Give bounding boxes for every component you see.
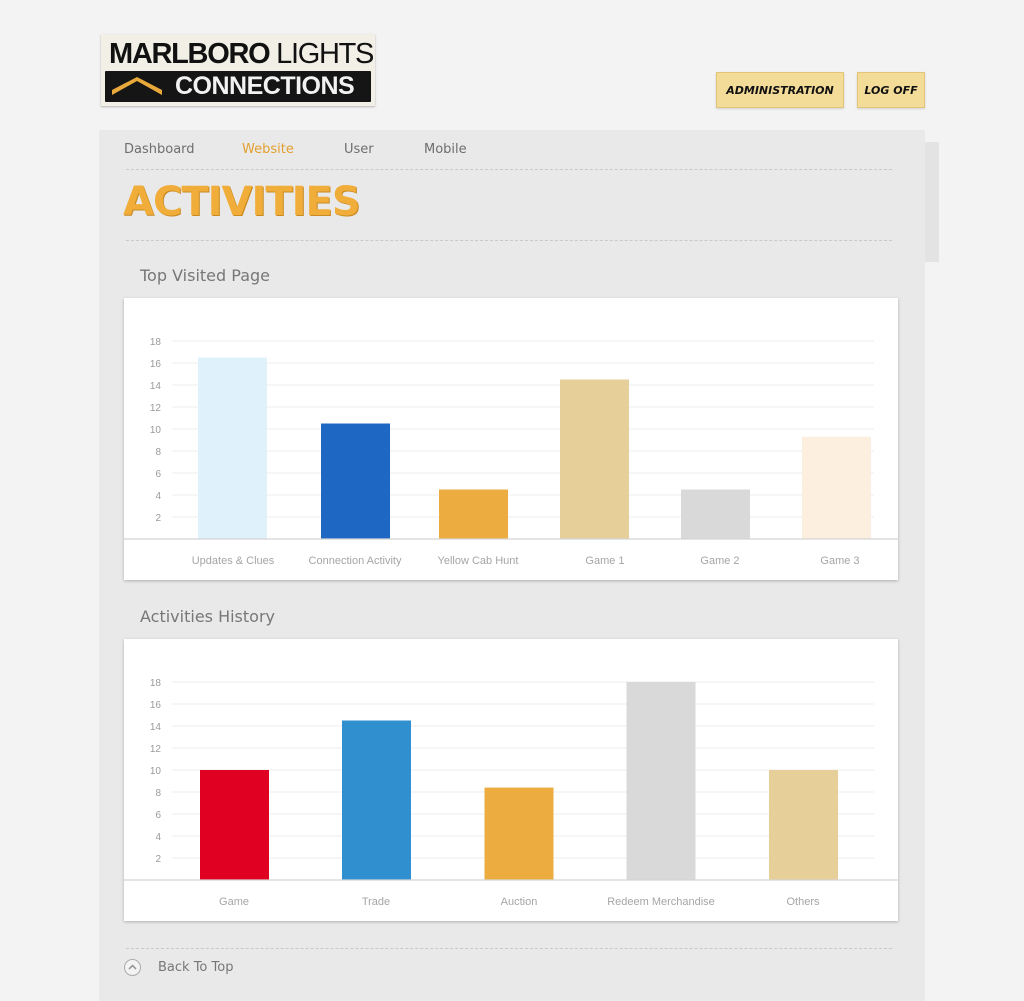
brand-logo: MARLBORO LIGHTS CONNECTIONS <box>101 34 375 106</box>
y-tick-label: 6 <box>155 469 161 480</box>
chart-bar <box>560 379 629 539</box>
nav-item-dashboard[interactable]: Dashboard <box>124 142 195 157</box>
top-visited-chart: 2 4 6 8 10 12 14 16 18 Updates & Clues Connection … <box>124 298 898 580</box>
nav-item-user[interactable]: User <box>344 142 374 157</box>
x-tick-label: Updates & Clues <box>192 555 275 567</box>
back-to-top-label: Back To Top <box>158 960 234 975</box>
logo-wordmark: MARLBORO LIGHTS <box>109 38 374 70</box>
y-tick-label: 10 <box>150 425 162 436</box>
logo-banner: CONNECTIONS <box>105 71 371 102</box>
y-tick-label: 14 <box>150 722 162 733</box>
chart-bar <box>200 770 269 880</box>
x-tick-label: Yellow Cab Hunt <box>438 555 519 567</box>
x-tick-label: Redeem Merchandise <box>607 896 715 908</box>
chart-bar <box>484 787 554 880</box>
y-tick-label: 16 <box>150 359 162 370</box>
chart-bar <box>769 770 838 880</box>
y-tick-label: 12 <box>150 403 162 414</box>
title-divider <box>126 240 892 241</box>
chevron-up-icon <box>124 959 141 976</box>
chart-bar <box>198 357 267 539</box>
top-visited-chart-svg: 2 4 6 8 10 12 14 16 18 Updates & Clues Connection … <box>124 337 898 567</box>
nav-divider <box>126 169 892 170</box>
page-title: ACTIVITIES <box>123 179 361 225</box>
y-tick-label: 2 <box>155 854 161 865</box>
x-tick-label: Game 1 <box>585 555 624 567</box>
y-tick-label: 18 <box>150 678 162 689</box>
activities-history-chart: 2 4 6 8 10 12 14 16 18 Game Trade Auction Redeem Mer… <box>124 639 898 921</box>
activities-history-chart-svg: 2 4 6 8 10 12 14 16 18 Game Trade Auction Redeem Mer… <box>124 678 898 908</box>
y-tick-label: 8 <box>155 788 161 799</box>
main-panel: Dashboard Website User Mobile ACTIVITIES… <box>99 130 939 1001</box>
administration-button[interactable]: ADMINISTRATION <box>716 72 844 108</box>
chart-bar <box>342 720 411 880</box>
y-tick-label: 4 <box>155 832 161 843</box>
y-tick-label: 6 <box>155 810 161 821</box>
y-tick-label: 10 <box>150 766 162 777</box>
chart-bar <box>439 489 508 539</box>
x-tick-label: Auction <box>501 896 538 908</box>
chart-bar <box>321 423 390 539</box>
nav-item-mobile[interactable]: Mobile <box>424 142 467 157</box>
roof-chevron-icon <box>112 77 162 95</box>
x-tick-label: Game 2 <box>700 555 739 567</box>
y-tick-label: 4 <box>155 491 161 502</box>
chart-bar <box>626 682 696 880</box>
y-tick-label: 2 <box>155 513 161 524</box>
x-tick-label: Connection Activity <box>309 555 402 567</box>
footer-divider <box>126 948 892 949</box>
nav-item-website[interactable]: Website <box>242 142 294 157</box>
y-tick-label: 8 <box>155 447 161 458</box>
x-tick-label: Trade <box>362 896 390 908</box>
x-tick-label: Others <box>786 896 820 908</box>
y-tick-label: 12 <box>150 744 162 755</box>
y-tick-label: 14 <box>150 381 162 392</box>
x-tick-label: Game <box>219 896 249 908</box>
chart-bar <box>802 436 871 539</box>
section-title-top-visited: Top Visited Page <box>140 266 270 285</box>
x-tick-label: Game 3 <box>820 555 859 567</box>
chart-bar <box>681 489 750 539</box>
y-tick-label: 18 <box>150 337 162 348</box>
section-title-history: Activities History <box>140 607 275 626</box>
log-off-button[interactable]: LOG OFF <box>857 72 925 108</box>
y-tick-label: 16 <box>150 700 162 711</box>
